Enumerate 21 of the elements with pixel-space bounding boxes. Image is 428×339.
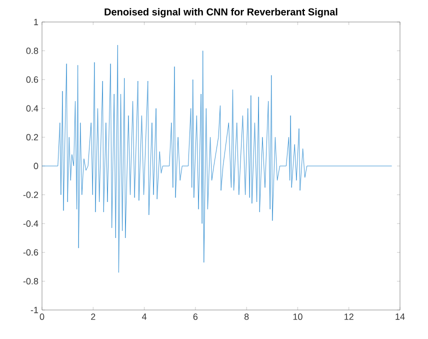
y-tick-label: 0.2 <box>26 134 38 140</box>
y-tick-label: -0.2 <box>23 192 38 198</box>
line-series <box>42 44 392 273</box>
y-tick-label: 1 <box>34 18 38 26</box>
x-tick-label: 14 <box>396 314 405 320</box>
y-tick-label: -0.4 <box>23 220 38 227</box>
x-tick-label: 4 <box>142 314 147 320</box>
x-tick-label: 8 <box>244 314 249 320</box>
x-tick-label: 12 <box>344 314 354 320</box>
x-tick-label: 0 <box>40 314 44 320</box>
y-tick-label: 0.6 <box>26 76 38 83</box>
x-tick-label: 6 <box>193 314 198 320</box>
y-tick-label: 0.8 <box>26 48 38 54</box>
y-tick-label: 0 <box>34 162 38 170</box>
y-tick-label: -0.8 <box>23 278 38 284</box>
x-tick-label: 10 <box>293 314 302 320</box>
y-tick-label: -1 <box>30 306 38 314</box>
y-tick-label: -0.6 <box>23 249 38 256</box>
x-tick-label: 2 <box>91 314 96 320</box>
chart-title: Denoised signal with CNN for Reverberant Signal <box>104 8 338 18</box>
y-tick-label: 0.4 <box>26 105 38 112</box>
